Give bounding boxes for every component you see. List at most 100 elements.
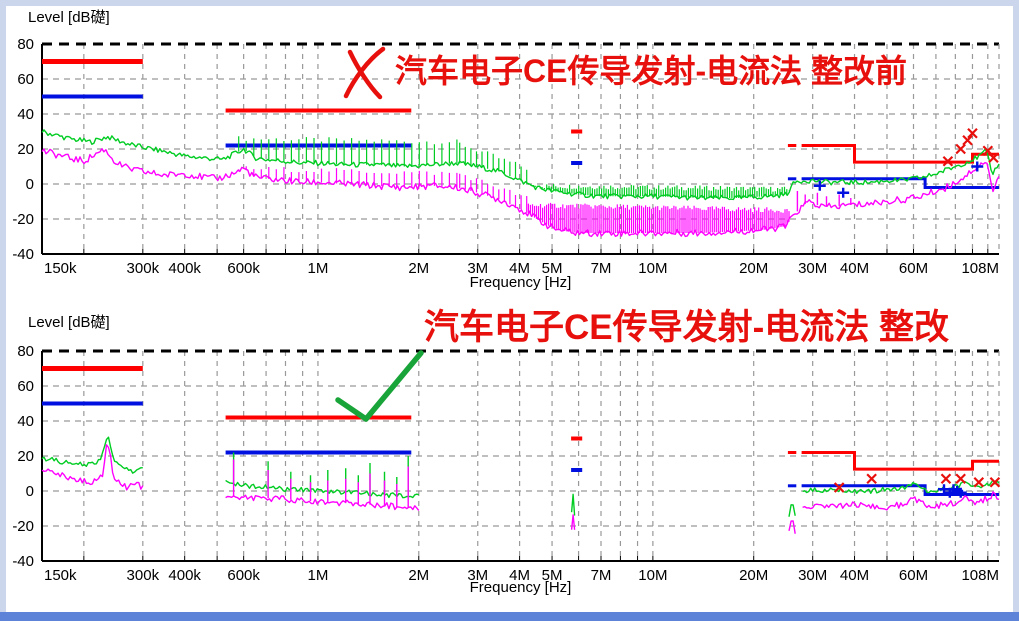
limit-line-peak — [801, 451, 999, 471]
trace-average-detector — [802, 491, 1000, 511]
x-tick-label: 400k — [168, 567, 201, 584]
fail-x-marker — [955, 143, 966, 155]
limit-line-avg — [801, 177, 999, 189]
y-tick-label: 80 — [17, 36, 34, 53]
trace-comb — [238, 136, 458, 167]
fail-x-marker — [962, 134, 973, 146]
x-tick-label: 400k — [168, 260, 201, 277]
x-tick-label: 10M — [638, 567, 667, 584]
trace-spike — [796, 191, 852, 212]
x-tick-label: 2M — [408, 260, 429, 277]
x-tick-label: 10M — [638, 260, 667, 277]
chart-before-panel: 80 60 40 20 0 -20 -40 150k 300k 400k 600k 1M 2M 3M 4M 5… — [0, 0, 1019, 300]
y-tick-label: 40 — [17, 413, 34, 430]
window-frame-top — [0, 0, 1019, 6]
trace-average-detector — [41, 148, 1000, 238]
window-frame-left — [0, 0, 6, 621]
trace-comb — [527, 202, 790, 233]
trace-peak-detector — [788, 504, 796, 517]
avg-plus-marker — [813, 180, 826, 191]
x-tick-label: 4M — [509, 260, 530, 277]
fail-x-marker — [988, 152, 999, 164]
y-tick-label: -40 — [12, 246, 34, 263]
fail-x-marker — [973, 476, 985, 488]
y-tick-label: 40 — [17, 106, 34, 123]
y-axis-title: Level [dB礎] — [28, 314, 110, 331]
trace-peak-detector — [570, 493, 576, 516]
x-tick-label: 30M — [798, 567, 827, 584]
x-tick-label: 600k — [227, 567, 260, 584]
fail-x-marker — [940, 473, 952, 485]
trace-comb — [459, 173, 528, 213]
pass-check-mark — [335, 350, 424, 422]
y-tick-label: 0 — [26, 176, 34, 193]
fail-x-marker — [942, 155, 954, 167]
avg-plus-marker — [971, 161, 984, 172]
trace-average-detector — [225, 494, 420, 511]
window-bottom-edge — [0, 612, 1019, 621]
limit-line-peak — [801, 144, 999, 164]
fail-x-marker — [833, 482, 845, 493]
fail-x-marker — [866, 473, 877, 485]
x-tick-label: 40M — [840, 260, 869, 277]
x-tick-label: 150k — [44, 567, 77, 584]
trace-average-detector — [788, 520, 796, 534]
trace-comb — [238, 166, 458, 188]
x-axis-title: Frequency [Hz] — [469, 579, 572, 596]
x-tick-label: 20M — [739, 260, 768, 277]
avg-plus-marker — [837, 187, 850, 198]
chart-after-panel: 80 60 40 20 0 -20 -40 150k 300k 400k 600k 1M 2M 3M 4M 5… — [0, 300, 1019, 621]
y-tick-label: 20 — [17, 141, 34, 158]
trace-comb — [459, 142, 528, 184]
x-tick-label: 40M — [840, 567, 869, 584]
y-tick-label: 60 — [17, 71, 34, 88]
trace-peak-detector — [225, 479, 419, 499]
rectification-title: 汽车电子CE传导发射-电流法 整改 — [424, 308, 950, 347]
x-tick-label: 2M — [408, 567, 429, 584]
y-tick-label: -20 — [12, 518, 34, 535]
x-tick-label: 108M — [961, 567, 999, 584]
y-tick-label: -40 — [12, 553, 34, 570]
x-axis-title: Frequency [Hz] — [469, 274, 572, 291]
chart-after-plot: 80 60 40 20 0 -20 -40 150k 300k 400k 600k 1M 2M 3M 4M 5… — [12, 343, 1001, 584]
y-tick-label: 80 — [17, 343, 34, 360]
x-tick-label: 60M — [899, 260, 928, 277]
fail-x-marker — [989, 476, 1001, 488]
x-tick-label: 30M — [798, 260, 827, 277]
y-tick-label: 60 — [17, 378, 34, 395]
y-tick-label: -20 — [12, 211, 34, 228]
x-tick-label: 300k — [127, 567, 160, 584]
trace-peak-detector — [41, 436, 143, 474]
fail-x-marker — [967, 127, 978, 139]
x-tick-label: 5M — [542, 567, 563, 584]
window-frame-right — [1013, 0, 1019, 621]
x-tick-label: 600k — [227, 260, 260, 277]
x-tick-label: 1M — [308, 260, 329, 277]
x-tick-label: 3M — [467, 567, 488, 584]
y-tick-label: 20 — [17, 448, 34, 465]
x-tick-label: 60M — [899, 567, 928, 584]
trace-peak-detector — [41, 129, 1000, 201]
x-tick-label: 4M — [509, 567, 530, 584]
x-tick-label: 1M — [308, 567, 329, 584]
chart-before-plot: 80 60 40 20 0 -20 -40 150k 300k 400k 600k 1M 2M 3M 4M 5… — [12, 36, 1000, 277]
fail-x-marker — [955, 473, 966, 485]
x-tick-label: 20M — [739, 567, 768, 584]
trace-spike — [232, 459, 409, 508]
x-tick-label: 108M — [961, 260, 999, 277]
trace-comb — [527, 184, 790, 198]
avg-plus-marker — [954, 487, 967, 498]
fail-cross-mark — [343, 46, 386, 100]
x-tick-label: 7M — [591, 567, 612, 584]
trace-average-detector — [570, 514, 576, 530]
x-tick-label: 5M — [542, 260, 563, 277]
x-tick-label: 7M — [591, 260, 612, 277]
x-tick-label: 150k — [44, 260, 77, 277]
y-axis-title: Level [dB礎] — [28, 9, 110, 26]
x-tick-label: 3M — [467, 260, 488, 277]
y-tick-label: 0 — [26, 483, 34, 500]
annotation-before: 汽车电子CE传导发射-电流法 整改前 — [395, 53, 908, 89]
trace-average-detector — [41, 444, 144, 491]
x-tick-label: 300k — [127, 260, 160, 277]
